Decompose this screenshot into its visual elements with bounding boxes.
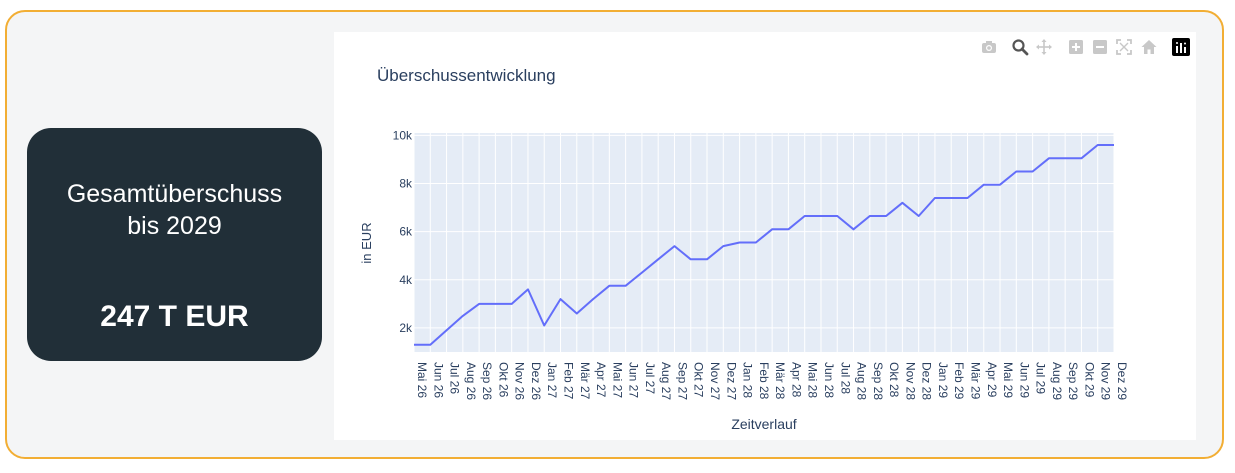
y-tick-label: 2k — [399, 321, 413, 335]
x-tick-label: Nov 26 — [513, 362, 527, 400]
x-tick-label: Jun 27 — [627, 362, 641, 398]
y-axis-label: in EUR — [359, 222, 374, 263]
x-tick-label: Jun 29 — [1017, 362, 1031, 398]
grid — [413, 133, 1115, 352]
x-tick-label: Mai 29 — [1001, 362, 1015, 398]
x-axis-label: Zeitverlauf — [731, 416, 796, 432]
camera-icon[interactable] — [980, 38, 998, 56]
x-tick-label: Jul 29 — [1034, 362, 1048, 394]
x-tick-label: Jan 27 — [545, 362, 559, 398]
x-tick-label: Aug 28 — [855, 362, 869, 400]
x-tick-label: Mär 28 — [773, 362, 787, 400]
x-tick-label: Apr 27 — [594, 362, 608, 398]
x-tick-label: Sep 28 — [871, 362, 885, 400]
x-tick-label: Okt 29 — [1082, 362, 1096, 398]
x-tick-label: Feb 29 — [952, 362, 966, 400]
x-tick-label: Dez 26 — [529, 362, 543, 400]
y-axis: 2k 4k 6k 8k 10k — [393, 128, 413, 335]
zoom-out-icon[interactable] — [1091, 38, 1109, 56]
x-tick-label: Jun 26 — [431, 362, 445, 398]
x-tick-label: Jul 28 — [838, 362, 852, 394]
x-tick-label: Nov 28 — [903, 362, 917, 400]
kpi-card: Gesamtüberschuss bis 2029 247 T EUR — [27, 128, 322, 361]
series-line — [414, 144, 1114, 346]
x-tick-label: Okt 27 — [692, 362, 706, 398]
x-tick-label: Okt 26 — [496, 362, 510, 398]
zoom-icon[interactable] — [1011, 38, 1029, 56]
zoom-in-icon[interactable] — [1067, 38, 1085, 56]
x-tick-label: Sep 29 — [1066, 362, 1080, 400]
x-tick-label: Apr 28 — [789, 362, 803, 398]
x-tick-label: Okt 28 — [887, 362, 901, 398]
x-axis: Mai 26 Jun 26 Jul 26 Aug 26 Sep 26 Okt 26 Nov … — [415, 362, 1129, 400]
x-tick-label: Sep 26 — [480, 362, 494, 400]
x-tick-label: Mai 27 — [610, 362, 624, 398]
x-tick-label: Mär 29 — [968, 362, 982, 400]
kpi-label: Gesamtüberschuss bis 2029 — [66, 180, 283, 240]
y-tick-label: 4k — [399, 273, 413, 287]
x-tick-label: Dez 29 — [1115, 362, 1129, 400]
x-tick-label: Dez 27 — [724, 362, 738, 400]
x-tick-label: Mai 28 — [806, 362, 820, 398]
x-tick-label: Jan 29 — [936, 362, 950, 398]
y-tick-label: 8k — [399, 177, 413, 191]
x-tick-label: Jun 28 — [822, 362, 836, 398]
y-tick-label: 10k — [393, 128, 413, 142]
y-tick-label: 6k — [399, 225, 413, 239]
autoscale-icon[interactable] — [1115, 38, 1133, 56]
chart-title: Überschussentwicklung — [377, 66, 556, 85]
x-tick-label: Aug 29 — [1050, 362, 1064, 400]
x-tick-label: Apr 29 — [985, 362, 999, 398]
x-tick-label: Mär 27 — [578, 362, 592, 400]
x-tick-label: Jul 26 — [448, 362, 462, 394]
reset-axes-icon[interactable] — [1140, 38, 1158, 56]
x-tick-label: Mai 26 — [415, 362, 429, 398]
x-tick-label: Feb 28 — [757, 362, 771, 400]
x-tick-label: Nov 29 — [1099, 362, 1113, 400]
pan-icon[interactable] — [1035, 38, 1053, 56]
x-tick-label: Nov 27 — [708, 362, 722, 400]
x-tick-label: Sep 27 — [675, 362, 689, 400]
kpi-value: 247 T EUR — [100, 300, 249, 333]
x-tick-label: Aug 27 — [659, 362, 673, 400]
x-tick-label: Dez 28 — [920, 362, 934, 400]
x-tick-label: Aug 26 — [464, 362, 478, 400]
x-tick-label: Jul 27 — [643, 362, 657, 394]
plot-area — [414, 133, 1114, 352]
x-tick-label: Jan 28 — [741, 362, 755, 398]
plotly-logo-icon[interactable] — [1172, 38, 1190, 56]
x-tick-label: Feb 27 — [562, 362, 576, 400]
